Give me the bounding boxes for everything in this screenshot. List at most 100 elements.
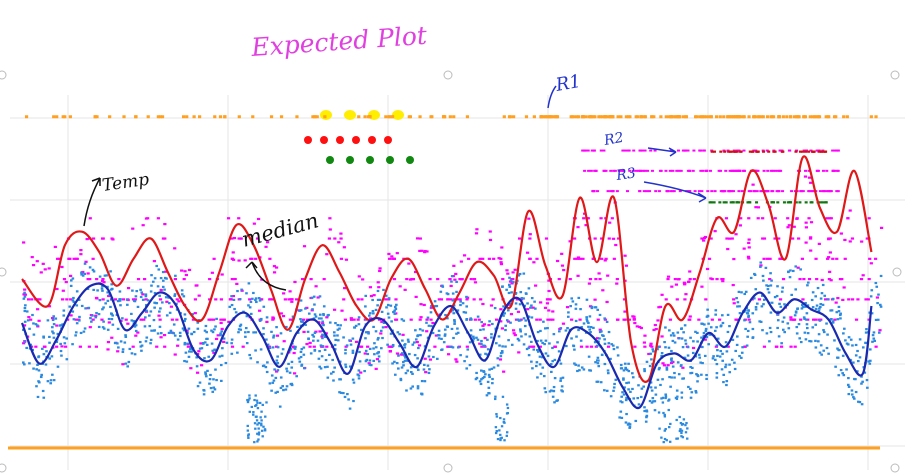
data-point-blue — [91, 314, 94, 317]
data-point-orange — [842, 115, 846, 119]
data-point-blue — [212, 386, 216, 389]
data-point-blue — [668, 375, 671, 379]
data-point-magenta — [309, 278, 313, 281]
data-point-magenta — [388, 349, 392, 353]
data-point-blue — [499, 416, 502, 420]
data-point-magenta — [873, 257, 878, 260]
data-point-magenta — [587, 169, 591, 172]
data-point-blue — [354, 324, 358, 327]
data-point-blue — [520, 335, 523, 338]
data-point-magenta — [378, 267, 382, 270]
data-point-blue — [56, 332, 60, 336]
data-point-magenta — [291, 345, 296, 348]
data-point-blue — [422, 368, 426, 371]
data-point-blue — [834, 365, 837, 368]
data-point-blue — [121, 350, 125, 353]
data-point-blue — [182, 295, 186, 298]
data-point-blue — [130, 352, 134, 355]
data-point-magenta — [497, 257, 501, 260]
data-point-blue — [867, 360, 870, 363]
data-point-magenta — [42, 345, 47, 348]
data-point-blue — [456, 327, 459, 330]
data-point-blue — [80, 271, 83, 274]
data-point-blue — [830, 309, 834, 312]
data-point-magenta — [446, 298, 450, 301]
data-point-blue — [233, 307, 236, 311]
data-point-blue — [484, 352, 487, 355]
data-point-blue — [495, 429, 498, 433]
data-point-magenta — [74, 318, 78, 321]
data-point-blue — [586, 320, 589, 323]
data-point-red — [719, 150, 723, 153]
data-point-magenta — [657, 306, 661, 309]
data-point-magenta — [807, 176, 812, 179]
data-point-magenta — [282, 340, 286, 343]
data-point-blue — [266, 361, 269, 364]
data-point-blue — [499, 433, 502, 436]
data-point-blue — [872, 337, 876, 340]
data-point-blue — [367, 314, 371, 317]
data-point-blue — [109, 288, 113, 291]
data-point-blue — [768, 326, 772, 330]
data-point-blue — [527, 346, 531, 349]
data-point-magenta — [230, 345, 235, 348]
data-point-blue — [749, 276, 753, 280]
data-point-blue — [205, 375, 208, 378]
data-point-blue — [224, 361, 228, 365]
legend-marker — [386, 156, 394, 164]
data-point-magenta — [387, 257, 392, 260]
data-point-blue — [257, 422, 261, 425]
data-point-red — [824, 150, 828, 153]
data-point-magenta — [859, 278, 864, 281]
data-point-blue — [392, 310, 395, 314]
data-point-blue — [127, 360, 131, 364]
data-point-blue — [206, 369, 209, 372]
data-point-blue — [656, 378, 660, 381]
data-point-blue — [255, 300, 258, 304]
data-point-blue — [285, 367, 288, 370]
data-point-blue — [247, 436, 250, 439]
data-point-magenta — [429, 318, 433, 321]
data-point-magenta — [834, 301, 838, 304]
data-point-magenta — [851, 298, 855, 301]
data-point-magenta — [752, 190, 756, 193]
data-point-blue — [158, 325, 162, 328]
data-point-blue — [443, 334, 447, 337]
data-point-magenta — [607, 237, 611, 240]
data-point-blue — [870, 289, 874, 292]
data-point-magenta — [809, 221, 814, 224]
data-point-blue — [502, 305, 505, 308]
data-point-magenta — [232, 236, 237, 240]
data-point-blue — [39, 375, 43, 379]
data-point-blue — [479, 369, 483, 372]
data-point-magenta — [159, 288, 163, 292]
data-point-magenta — [94, 296, 99, 300]
data-point-blue — [172, 323, 176, 326]
data-point-magenta — [820, 278, 824, 282]
data-point-magenta — [659, 169, 663, 172]
data-point-blue — [854, 343, 858, 347]
data-point-orange — [185, 115, 189, 119]
data-point-blue — [847, 376, 850, 380]
data-point-blue — [857, 359, 860, 363]
data-point-blue — [265, 370, 269, 374]
data-point-blue — [773, 296, 777, 299]
data-point-blue — [351, 349, 355, 352]
data-point-magenta — [643, 345, 647, 348]
data-point-blue — [250, 405, 253, 409]
data-point-blue — [403, 343, 406, 347]
data-point-blue — [89, 317, 92, 320]
data-point-blue — [658, 427, 661, 430]
data-point-magenta — [786, 217, 790, 220]
data-point-magenta — [861, 274, 865, 277]
data-point-blue — [856, 349, 859, 353]
data-point-magenta — [731, 283, 735, 287]
data-point-blue — [420, 393, 424, 396]
data-point-blue — [408, 352, 411, 356]
data-point-magenta — [824, 298, 828, 301]
data-point-blue — [837, 374, 841, 377]
data-point-blue — [837, 310, 841, 313]
data-point-blue — [514, 307, 518, 310]
data-point-blue — [189, 347, 192, 351]
data-point-blue — [705, 315, 709, 318]
